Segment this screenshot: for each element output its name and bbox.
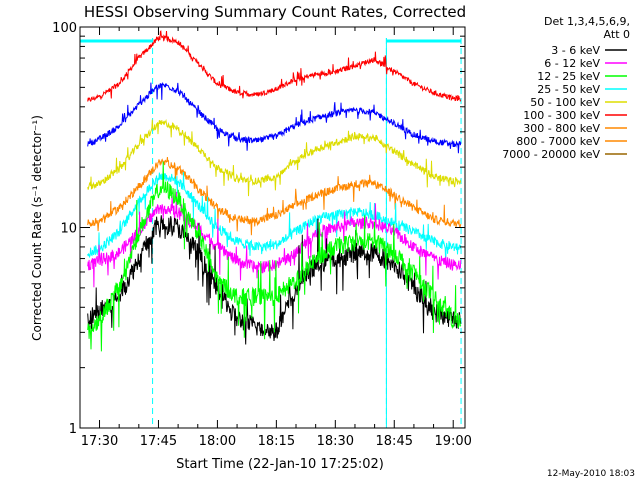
series-lines <box>87 30 462 352</box>
legend-label: 25 - 50 keV <box>537 83 600 96</box>
series-line-1 <box>87 191 462 288</box>
legend-label: 3 - 6 keV <box>551 44 600 57</box>
x-tick-label: 19:00 <box>434 434 471 449</box>
x-tick-label: 18:15 <box>258 434 295 449</box>
x-tick-label: 17:30 <box>81 434 118 449</box>
timestamp: 12-May-2010 18:03 <box>547 469 635 479</box>
series-line-3 <box>87 172 462 264</box>
legend-label: 300 - 800 keV <box>523 122 600 135</box>
x-tick-label: 18:45 <box>376 434 413 449</box>
y-axis-label: Corrected Count Rate (s⁻¹ detector⁻¹) <box>30 115 44 341</box>
series-line-7 <box>87 81 462 154</box>
legend-label: 100 - 300 keV <box>523 109 600 122</box>
y-tick-label: 1 <box>69 422 77 437</box>
x-tick-label: 17:45 <box>140 434 177 449</box>
series-line-0 <box>87 215 462 345</box>
legend-label: 12 - 25 keV <box>537 70 600 83</box>
series-line-6 <box>87 156 462 236</box>
x-axis-label: Start Time (22-Jan-10 17:25:02) <box>176 457 384 472</box>
x-tick-label: 18:00 <box>199 434 236 449</box>
legend-label: 7000 - 20000 keV <box>502 148 600 161</box>
chart-title: HESSI Observing Summary Count Rates, Cor… <box>84 3 466 21</box>
y-tick-label: 10 <box>60 222 77 237</box>
legend-label: 6 - 12 keV <box>544 57 600 70</box>
series-line-4 <box>87 118 462 197</box>
series-line-5 <box>87 30 462 102</box>
axes: 1 10 100 17:30 17:45 18:00 18:15 18:30 18:45 19:0… <box>52 21 472 449</box>
legend-header-line-1: Det 1,3,4,5,6,9, <box>544 15 630 28</box>
series-line-2 <box>87 161 462 352</box>
legend-header-line-2: Att 0 <box>604 28 630 41</box>
y-tick-label: 100 <box>52 21 77 36</box>
legend-label: 800 - 7000 keV <box>516 135 600 148</box>
x-tick-label: 18:30 <box>317 434 354 449</box>
legend-label: 50 - 100 keV <box>530 96 600 109</box>
